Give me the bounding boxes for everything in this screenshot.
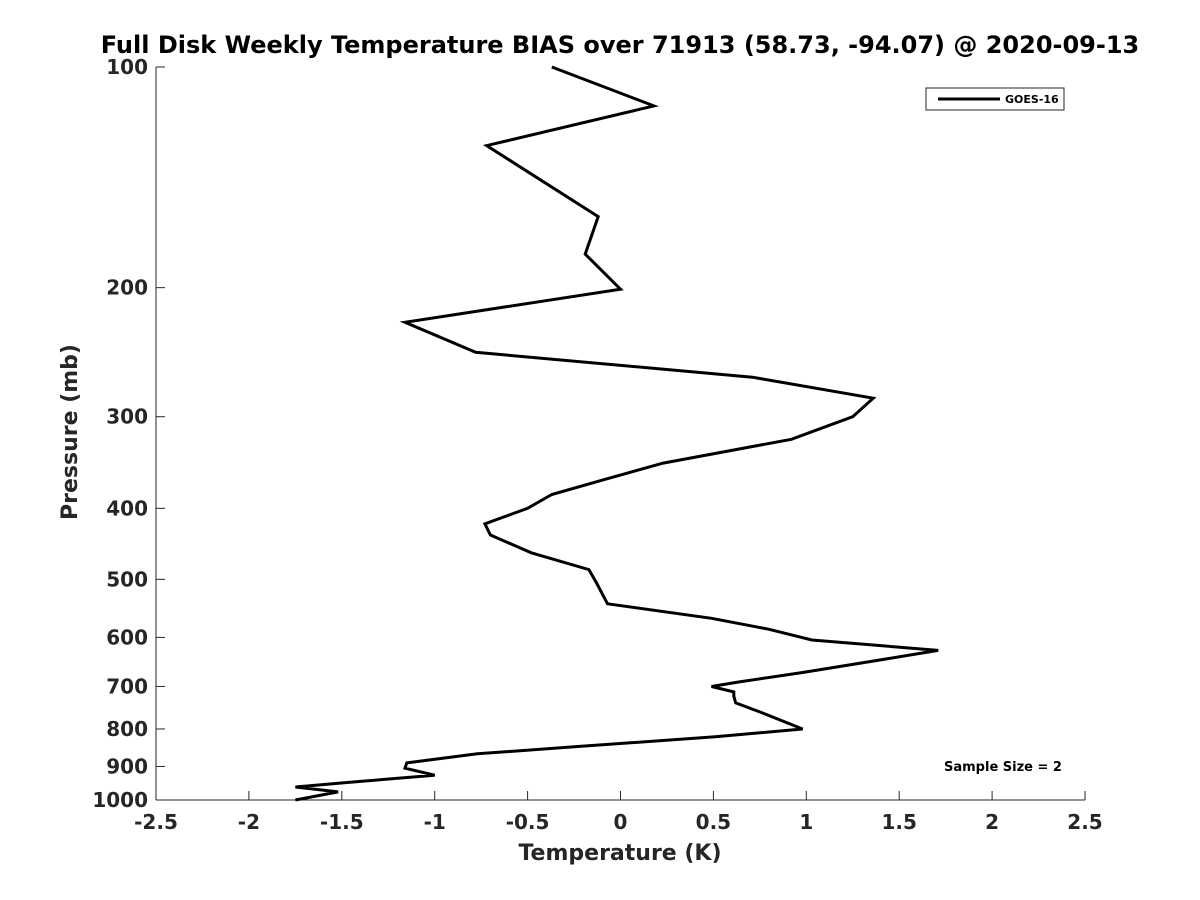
y-tick-label: 200 (106, 276, 148, 300)
x-axis-label: Temperature (K) (518, 841, 721, 866)
y-tick-label: 800 (106, 717, 148, 741)
y-tick-label: 700 (106, 674, 148, 698)
x-tick-label: -2.5 (134, 810, 178, 834)
x-tick-label: -1 (424, 810, 446, 834)
y-tick-label: 1000 (92, 788, 148, 812)
x-tick-label: -0.5 (506, 810, 550, 834)
legend: GOES-16 (925, 87, 1065, 111)
series-layer (295, 65, 939, 802)
series-line-goes16 (295, 65, 939, 802)
plot-area: -2.5 -2 -1.5 -1 -0.5 0 0.5 1 1.5 2 2.5 100 200 300 40… (92, 55, 1102, 834)
y-tick-label: 400 (106, 496, 148, 520)
x-tick-label: 1.5 (881, 810, 916, 834)
y-tick-label: 300 (106, 405, 148, 429)
x-tick-label: 2 (985, 810, 999, 834)
y-tick-label: 100 (106, 55, 148, 79)
y-tick-label: 500 (106, 567, 148, 591)
x-tick-label: 0.5 (696, 810, 731, 834)
x-axis: -2.5 -2 -1.5 -1 -0.5 0 0.5 1 1.5 2 2.5 (134, 791, 1103, 834)
x-tick-label: 2.5 (1067, 810, 1102, 834)
y-axis-label: Pressure (mb) (58, 344, 83, 520)
y-tick-label: 600 (106, 625, 148, 649)
x-tick-label: 1 (799, 810, 813, 834)
chart-title: Full Disk Weekly Temperature BIAS over 7… (101, 31, 1140, 59)
legend-label-goes16: GOES-16 (1005, 93, 1059, 106)
x-tick-label: -2 (238, 810, 260, 834)
y-axis: 100 200 300 400 500 600 700 800 900 1000 (92, 55, 165, 812)
y-tick-label: 900 (106, 754, 148, 778)
sample-size-annotation: Sample Size = 2 (944, 760, 1062, 775)
x-tick-label: -1.5 (320, 810, 364, 834)
x-tick-label: 0 (614, 810, 628, 834)
